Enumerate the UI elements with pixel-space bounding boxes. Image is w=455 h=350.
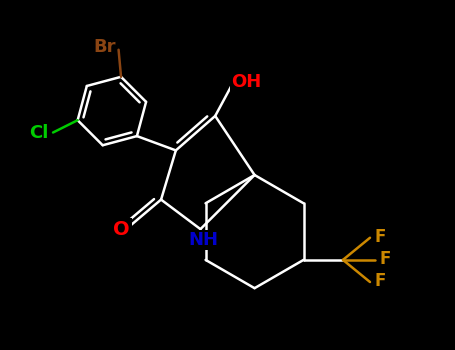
Text: NH: NH — [188, 231, 218, 249]
Text: Cl: Cl — [30, 124, 49, 141]
Text: F: F — [374, 228, 385, 246]
Text: F: F — [379, 250, 390, 268]
Text: F: F — [374, 272, 385, 290]
Text: O: O — [113, 220, 130, 239]
Text: Br: Br — [94, 38, 116, 56]
Text: OH: OH — [231, 72, 261, 91]
